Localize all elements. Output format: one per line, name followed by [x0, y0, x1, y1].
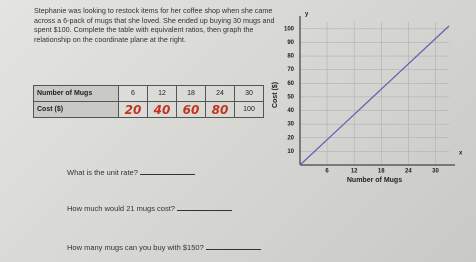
handwritten-cell: 20 — [118, 101, 148, 118]
y-tick-label: 90 — [287, 40, 294, 46]
intro-text: Stephanie was looking to restock items f… — [34, 6, 275, 44]
y-axis-name: y — [305, 12, 309, 18]
y-tick-label: 80 — [287, 54, 294, 60]
question: What is the unit rate? — [67, 168, 195, 177]
y-tick-label: 40 — [287, 108, 294, 114]
x-tick-label: 30 — [432, 169, 439, 175]
y-tick-label: 70 — [287, 67, 294, 73]
x-tick-label: 6 — [325, 169, 329, 175]
question-text: What is the unit rate? — [67, 168, 138, 177]
y-tick-label: 60 — [287, 81, 294, 87]
answer-blank — [205, 249, 261, 250]
question-text: How much would 21 mugs cost? — [67, 204, 175, 213]
ratio-table: Number of Mugs 6 12 18 24 30 Cost ($) 20… — [33, 85, 264, 118]
y-tick-label: 10 — [287, 149, 294, 155]
y-tick-label: 50 — [287, 94, 294, 100]
question: How many mugs can you buy with $150? — [67, 243, 261, 252]
question: How much would 21 mugs cost? — [67, 204, 232, 213]
x-tick-label: 18 — [378, 169, 385, 175]
handwritten-cell: 80 — [205, 101, 235, 118]
handwritten-cell: 40 — [147, 101, 177, 118]
x-tick-label: 24 — [405, 169, 412, 175]
y-tick-label: 30 — [287, 122, 294, 128]
cell: 100 — [234, 101, 264, 118]
y-axis-label: Cost ($) — [272, 82, 279, 108]
question-text: How many mugs can you buy with $150? — [67, 243, 204, 252]
table-row: Cost ($) 20 40 60 80 100 — [33, 101, 264, 118]
y-tick-label: 20 — [287, 135, 294, 141]
y-tick-label: 100 — [284, 26, 295, 32]
answer-blank — [176, 210, 232, 211]
drawn-line — [299, 25, 450, 166]
row-header: Number of Mugs — [33, 85, 119, 102]
row-header: Cost ($) — [33, 101, 119, 118]
answer-blank — [139, 174, 195, 175]
x-axis-name: x — [459, 151, 463, 157]
x-axis-label: Number of Mugs — [347, 177, 402, 184]
x-tick-label: 12 — [351, 169, 358, 175]
